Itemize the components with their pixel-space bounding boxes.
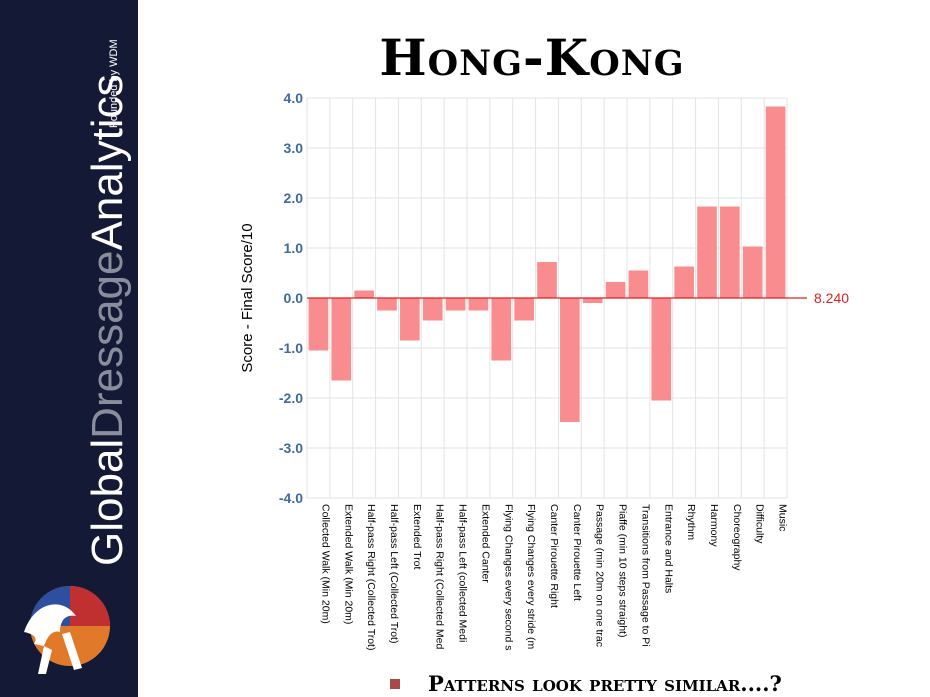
y-tick-label: 3.0	[284, 140, 304, 156]
x-tick-label: Half-pass Right (Collected Med	[434, 504, 446, 649]
bar	[514, 298, 534, 321]
y-tick-label: -3.0	[279, 440, 303, 456]
x-tick-label: Difficulty	[754, 504, 766, 544]
bar	[445, 298, 466, 311]
x-tick-labels: Collected Walk (Min 20m) Extended Walk (M…	[319, 504, 788, 651]
bar	[765, 106, 786, 298]
bar	[628, 270, 649, 298]
x-tick-label: Choreography	[731, 504, 743, 571]
x-tick-label: Half-pass Left (collected Medi	[457, 504, 469, 642]
y-tick-label: -4.0	[279, 490, 303, 506]
y-tick-label: 2.0	[284, 190, 304, 206]
bar	[422, 298, 443, 321]
x-tick-label: Extended Trot	[411, 504, 423, 569]
x-tick-label: Transitions from Passage to Pi	[639, 504, 651, 647]
x-tick-label: Half-pass Right (Collected Trot)	[365, 504, 377, 650]
bars	[308, 106, 786, 422]
x-tick-label: Canter Pirouette Left	[571, 504, 583, 601]
x-tick-label: Rhythm	[685, 504, 697, 540]
bar	[720, 206, 740, 298]
bar	[582, 298, 603, 303]
y-tick-label: -1.0	[279, 340, 303, 356]
x-tick-label: Flying Changes every second s	[502, 504, 514, 651]
brand-part-global: Global	[83, 438, 132, 566]
bar	[377, 298, 397, 311]
y-tick-label: 1.0	[284, 240, 304, 256]
x-tick-label: Music	[777, 504, 789, 531]
reference-value-label: 8.240	[814, 290, 849, 306]
founded-by-label: Founded by WDM	[108, 39, 120, 128]
x-tick-label: Collected Walk (Min 20m)	[319, 504, 331, 624]
bar	[742, 246, 763, 298]
x-tick-label: Extended Canter	[479, 504, 491, 583]
x-tick-label: Canter Pirouette Right	[548, 504, 560, 608]
y-tick-labels: 4.0 3.0 2.0 1.0 0.0 -1.0 -2.0 -3.0 -4.0	[279, 90, 303, 506]
bar	[354, 290, 374, 298]
score-bar-chart: 8.240 4.0 3.0 2.0 1.0 0.0 -1.0 -2.0 -3.0 -4.0 Co…	[239, 90, 849, 651]
x-tick-label: Harmony	[708, 504, 720, 547]
brand-part-dressage: Dressage	[83, 250, 132, 439]
bar	[537, 262, 557, 298]
x-tick-label: Passage (min 20m on one trac	[594, 504, 606, 647]
bar	[308, 298, 329, 351]
bar	[697, 206, 717, 298]
bar	[560, 298, 580, 422]
x-tick-label: Half-pass Left (Collected Trot)	[388, 504, 400, 643]
bar	[651, 298, 672, 401]
y-axis-label: Score - Final Score/10	[239, 223, 256, 372]
x-tick-label: Entrance and Halts	[662, 504, 674, 593]
bar	[400, 298, 420, 341]
y-tick-label: 0.0	[284, 290, 304, 306]
x-tick-label: Extended Walk (Min 20m)	[342, 504, 354, 624]
bar	[331, 298, 352, 381]
brand-wordmark: GlobalDressageAnalytics	[83, 74, 132, 566]
bullet-icon	[390, 679, 400, 689]
bar	[605, 282, 626, 298]
y-tick-label: 4.0	[284, 90, 304, 106]
x-tick-label: Piaffe (min 10 steps straight)	[617, 504, 629, 637]
slide-title: Hong-Kong	[379, 28, 685, 87]
footer-caption: Patterns look pretty similar....?	[428, 671, 782, 696]
horse-rider-logo-icon	[24, 586, 110, 674]
y-tick-label: -2.0	[279, 390, 303, 406]
bar	[491, 298, 512, 361]
x-tick-label: Flying Changes every stride (m	[525, 504, 537, 650]
bar	[468, 298, 489, 311]
brand-sidebar: GlobalDressageAnalytics Founded by WDM	[0, 0, 138, 697]
bar	[674, 266, 694, 298]
reference-line-group: 8.240	[307, 290, 849, 306]
